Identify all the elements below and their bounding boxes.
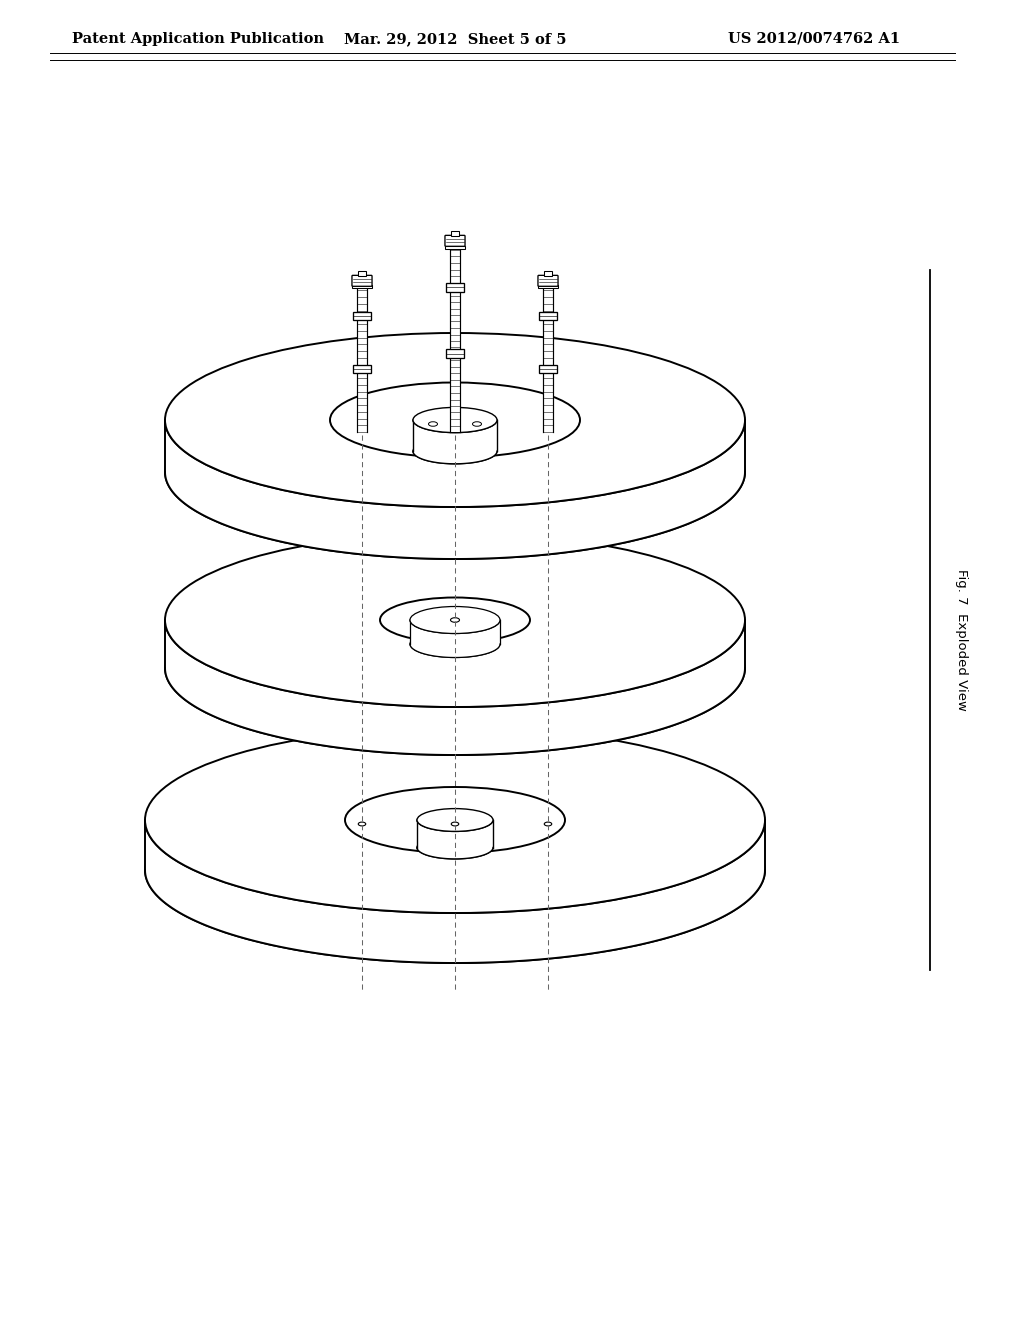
Bar <box>451 238 460 432</box>
Bar <box>352 285 372 289</box>
Ellipse shape <box>358 822 366 826</box>
Bar <box>353 312 371 321</box>
Polygon shape <box>413 420 497 463</box>
Ellipse shape <box>165 385 745 558</box>
FancyBboxPatch shape <box>445 235 465 247</box>
Ellipse shape <box>380 598 530 643</box>
Ellipse shape <box>380 645 530 690</box>
Ellipse shape <box>472 422 481 426</box>
Polygon shape <box>330 383 580 473</box>
Text: Mar. 29, 2012  Sheet 5 of 5: Mar. 29, 2012 Sheet 5 of 5 <box>344 32 566 46</box>
Polygon shape <box>345 787 565 870</box>
Ellipse shape <box>410 606 500 634</box>
Ellipse shape <box>452 822 459 826</box>
Ellipse shape <box>165 333 745 507</box>
Text: US 2012/0074762 A1: US 2012/0074762 A1 <box>728 32 900 46</box>
Polygon shape <box>145 820 765 964</box>
Polygon shape <box>417 820 493 859</box>
Polygon shape <box>165 620 745 755</box>
Bar <box>540 364 557 374</box>
Ellipse shape <box>145 727 765 913</box>
Ellipse shape <box>145 777 765 964</box>
Polygon shape <box>165 420 745 558</box>
Ellipse shape <box>165 581 745 755</box>
Bar <box>357 271 367 276</box>
Ellipse shape <box>451 618 460 622</box>
Polygon shape <box>380 598 530 668</box>
FancyBboxPatch shape <box>538 276 558 286</box>
Bar <box>543 277 553 432</box>
Text: Fig. 7  Exploded View: Fig. 7 Exploded View <box>955 569 969 711</box>
Ellipse shape <box>413 438 497 463</box>
Polygon shape <box>410 620 500 657</box>
Bar <box>540 312 557 321</box>
Ellipse shape <box>165 533 745 708</box>
Bar <box>446 350 464 358</box>
FancyBboxPatch shape <box>352 276 372 286</box>
Bar <box>445 246 465 248</box>
Ellipse shape <box>428 422 437 426</box>
Ellipse shape <box>358 428 366 432</box>
Ellipse shape <box>330 383 580 458</box>
Bar <box>353 364 371 374</box>
Ellipse shape <box>417 836 493 859</box>
Bar <box>544 271 552 276</box>
Ellipse shape <box>413 408 497 433</box>
Ellipse shape <box>345 837 565 903</box>
Ellipse shape <box>452 428 459 432</box>
Ellipse shape <box>417 809 493 832</box>
Bar <box>446 282 464 292</box>
Ellipse shape <box>544 822 552 826</box>
Bar <box>357 277 367 432</box>
Text: Patent Application Publication: Patent Application Publication <box>72 32 324 46</box>
Bar <box>451 231 460 236</box>
Ellipse shape <box>345 787 565 853</box>
Ellipse shape <box>330 434 580 510</box>
Ellipse shape <box>410 631 500 657</box>
Ellipse shape <box>544 428 552 432</box>
Bar <box>538 285 558 289</box>
